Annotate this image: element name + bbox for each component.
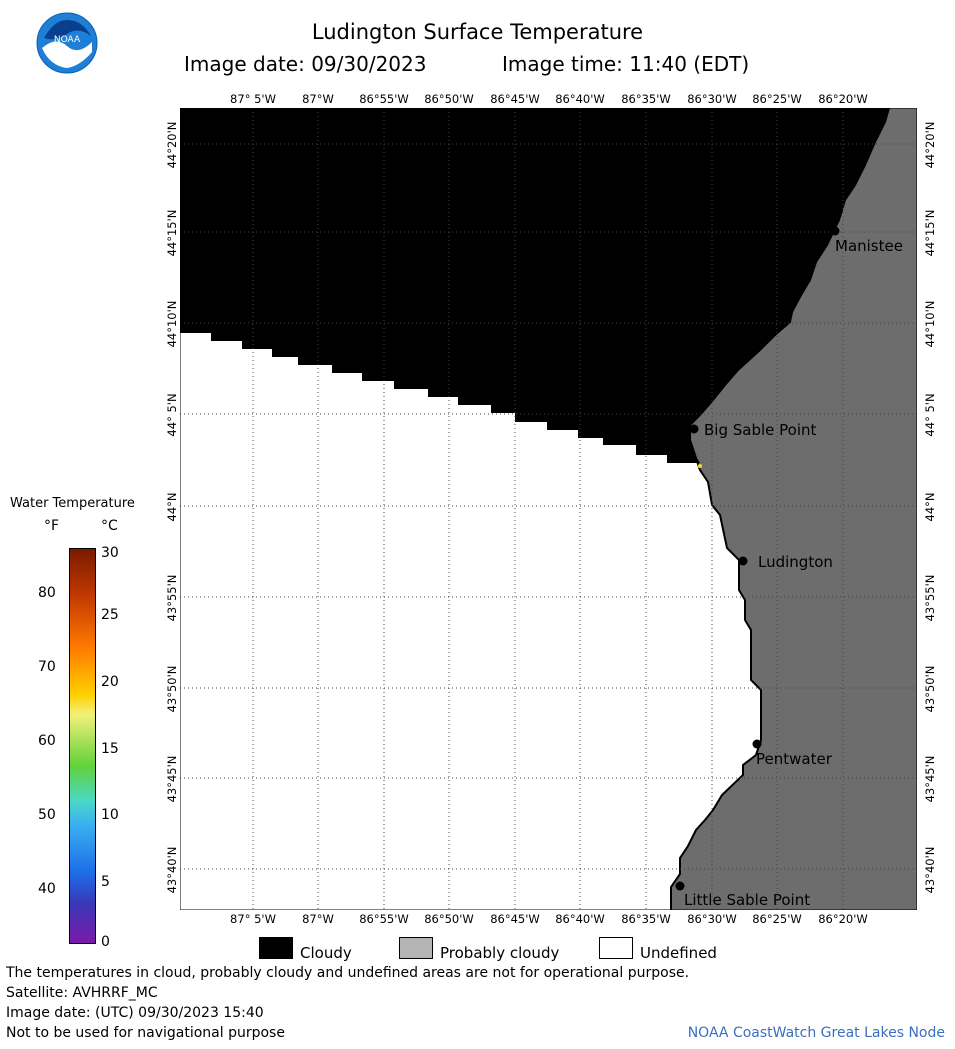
legend-label-undefined: Undefined	[640, 944, 717, 962]
footer-satellite: Satellite: AVHRRF_MC	[6, 985, 158, 1001]
lon-label-top: 87° 5'W	[230, 92, 276, 106]
noaa-logo-text: NOAA	[54, 35, 81, 45]
lon-label-top: 86°35'W	[621, 92, 671, 106]
lon-label-bottom: 86°35'W	[621, 912, 671, 926]
lon-label-bottom: 87° 5'W	[230, 912, 276, 926]
legend-label-cloudy: Cloudy	[300, 944, 352, 962]
lat-label-right: 44°N	[923, 492, 937, 522]
noaa-logo: NOAA	[36, 12, 98, 74]
little-sable-point-marker	[675, 881, 685, 891]
legend-swatch-probably-cloudy	[399, 937, 433, 959]
lon-label-bottom: 86°20'W	[818, 912, 868, 926]
lon-label-top: 86°55'W	[359, 92, 409, 106]
scale-c-tick: 30	[101, 545, 119, 561]
graticule	[180, 108, 917, 910]
scale-c-tick: 10	[101, 807, 119, 823]
place-ludington: Ludington	[758, 553, 833, 571]
scale-unit-c: °C	[101, 518, 118, 534]
lat-label-left: 44°20'N	[165, 121, 179, 169]
lat-label-left: 43°40'N	[165, 846, 179, 894]
place-big-sable-point: Big Sable Point	[704, 421, 817, 439]
scale-title: Water Temperature	[10, 496, 135, 511]
scale-c-tick: 0	[101, 934, 110, 950]
lat-label-left: 43°45'N	[165, 755, 179, 803]
scale-f-tick: 40	[38, 881, 56, 897]
lon-label-top: 86°30'W	[687, 92, 737, 106]
scale-f-tick: 50	[38, 807, 56, 823]
map-title: Ludington Surface Temperature	[311, 20, 644, 44]
legend-swatch-cloudy	[259, 937, 293, 959]
lon-label-bottom: 86°25'W	[752, 912, 802, 926]
lon-label-bottom: 86°55'W	[359, 912, 409, 926]
lat-label-right: 44° 5'N	[923, 393, 937, 437]
lon-label-bottom: 87°W	[302, 912, 334, 926]
lon-label-bottom: 86°40'W	[555, 912, 605, 926]
place-pentwater: Pentwater	[756, 750, 832, 768]
big-sable-point-marker	[689, 424, 699, 434]
scale-f-tick: 70	[38, 659, 56, 675]
scale-unit-f: °F	[44, 518, 60, 534]
lat-label-left: 44°N	[165, 492, 179, 522]
place-little-sable-point: Little Sable Point	[684, 891, 811, 909]
lat-label-right: 43°45'N	[923, 755, 937, 803]
legend-label-probably-cloudy: Probably cloudy	[440, 944, 560, 962]
lat-label-right: 44°10'N	[923, 300, 937, 348]
lon-label-top: 86°40'W	[555, 92, 605, 106]
temperature-colorbar	[69, 548, 96, 944]
legend-swatch-undefined	[599, 937, 633, 959]
scale-f-tick: 80	[38, 585, 56, 601]
lon-label-top: 86°50'W	[424, 92, 474, 106]
lat-label-right: 43°50'N	[923, 665, 937, 713]
lat-label-left: 44°15'N	[165, 209, 179, 257]
ludington-marker	[738, 556, 748, 566]
pentwater-marker	[752, 739, 762, 749]
scale-c-tick: 15	[101, 741, 119, 757]
scale-c-tick: 20	[101, 674, 119, 690]
lon-label-bottom: 86°30'W	[687, 912, 737, 926]
lat-label-left: 44°10'N	[165, 300, 179, 348]
lat-label-right: 43°40'N	[923, 846, 937, 894]
lon-label-top: 86°20'W	[818, 92, 868, 106]
lat-label-left: 43°50'N	[165, 665, 179, 713]
place-manistee: Manistee	[835, 237, 903, 255]
lat-label-right: 44°15'N	[923, 209, 937, 257]
lat-label-left: 43°55'N	[165, 574, 179, 622]
manistee-marker	[830, 226, 840, 236]
lon-label-top: 86°45'W	[490, 92, 540, 106]
lat-label-right: 43°55'N	[923, 574, 937, 622]
lat-label-right: 44°20'N	[923, 121, 937, 169]
footer-utc-date: Image date: (UTC) 09/30/2023 15:40	[6, 1005, 264, 1021]
footer-nav-warning: Not to be used for navigational purpose	[6, 1025, 285, 1041]
scale-c-tick: 5	[101, 874, 110, 890]
footer-credit: NOAA CoastWatch Great Lakes Node	[687, 1025, 945, 1041]
lon-label-top: 87°W	[302, 92, 334, 106]
lon-label-bottom: 86°50'W	[424, 912, 474, 926]
image-date: Image date: 09/30/2023	[184, 52, 427, 76]
image-time: Image time: 11:40 (EDT)	[502, 52, 750, 76]
lat-label-left: 44° 5'N	[165, 393, 179, 437]
scale-f-tick: 60	[38, 733, 56, 749]
lon-label-top: 86°25'W	[752, 92, 802, 106]
footer-note: The temperatures in cloud, probably clou…	[6, 965, 690, 981]
scale-c-tick: 25	[101, 607, 119, 623]
lon-label-bottom: 86°45'W	[490, 912, 540, 926]
land-area	[671, 108, 917, 910]
map-panel	[180, 108, 917, 910]
